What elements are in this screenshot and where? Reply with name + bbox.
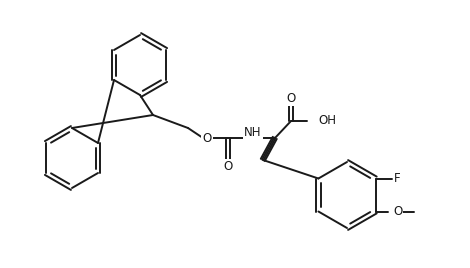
Text: NH: NH	[244, 125, 262, 139]
Text: O: O	[286, 91, 296, 105]
Text: OH: OH	[318, 114, 336, 128]
Text: O: O	[203, 132, 212, 144]
Text: F: F	[394, 172, 401, 185]
Text: O: O	[223, 161, 233, 173]
Text: O: O	[393, 205, 402, 218]
